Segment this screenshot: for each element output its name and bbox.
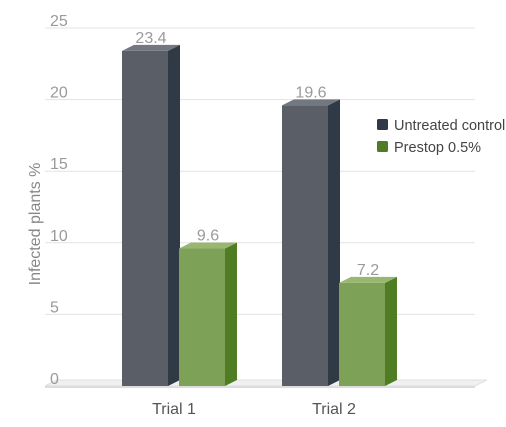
y-axis-label: Infected plants % [27,163,44,286]
y-tick-label: 5 [50,299,59,316]
data-label: 19.6 [295,84,326,101]
bar-side [168,44,180,387]
bar-front [122,50,168,387]
gridlines [45,27,475,315]
legend-entry: Prestop 0.5% [394,140,481,156]
x-tick-label: Trial 1 [152,401,196,418]
legend: Untreated control Prestop 0.5% [377,118,505,156]
bar-top [122,44,180,51]
y-tick-label: 10 [50,228,68,245]
data-label: 7.2 [357,262,379,279]
bar-top [179,242,237,249]
bar-front [339,282,385,386]
bars [122,44,397,387]
bar-side [225,242,237,386]
chart-floor-plane [44,379,488,387]
data-labels: 23.4 19.6 9.6 7.2 [135,30,379,279]
data-label: 9.6 [197,228,219,245]
bar-side [385,276,397,386]
x-tick-label: Trial 2 [312,401,356,418]
legend-swatch [377,141,388,152]
axes: 0 5 10 15 20 25 Trial 1 Trial 2 Infected plants … [27,13,356,418]
legend-entry: Untreated control [394,118,505,134]
data-label: 23.4 [135,30,166,47]
y-tick-label: 15 [50,156,68,173]
y-tick-label: 20 [50,85,68,102]
y-tick-label: 0 [50,371,59,388]
bar-top [282,99,340,106]
legend-swatch [377,119,388,130]
chart-floor [44,379,488,388]
y-tick-label: 25 [50,13,68,30]
bar-front [179,248,225,386]
bar-front [282,105,328,386]
bar-top [339,276,397,283]
bar-side [328,99,340,386]
